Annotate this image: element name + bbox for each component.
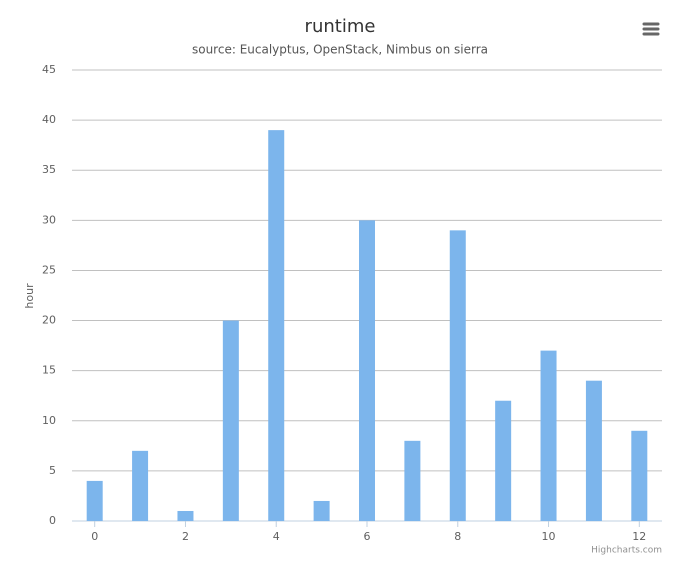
bar: [631, 430, 648, 521]
bar: [132, 450, 149, 521]
y-tick-label: 0: [49, 514, 56, 527]
chart-title: runtime: [305, 16, 376, 37]
bar: [540, 350, 557, 521]
y-tick-label: 40: [42, 113, 56, 126]
bar: [177, 510, 194, 521]
bar: [222, 320, 239, 521]
bar: [86, 480, 103, 521]
x-tick-label: 2: [182, 530, 189, 543]
bar: [449, 230, 466, 521]
y-tick-label: 15: [42, 364, 56, 377]
x-tick-label: 10: [542, 530, 556, 543]
bar: [268, 130, 285, 521]
bar: [313, 500, 330, 521]
y-tick-label: 35: [42, 163, 56, 176]
y-tick-label: 10: [42, 414, 56, 427]
bar: [495, 400, 512, 521]
menu-button[interactable]: [642, 22, 660, 36]
y-axis-label: hour: [23, 283, 36, 309]
bar: [585, 380, 602, 521]
credits: Highcharts.com: [591, 546, 662, 556]
bar: [404, 440, 421, 521]
x-tick-label: 12: [632, 530, 646, 543]
bar: [359, 220, 375, 522]
x-tick-label: 0: [91, 530, 98, 543]
x-tick-label: 8: [454, 530, 461, 543]
y-tick-label: 5: [49, 464, 56, 477]
x-tick-label: 6: [364, 530, 371, 543]
chart-subtitle: source: Eucalyptus, OpenStack, Nimbus on…: [192, 43, 488, 57]
y-tick-label: 20: [42, 314, 56, 327]
y-tick-label: 25: [42, 263, 56, 276]
y-tick-label: 45: [42, 63, 56, 76]
y-tick-label: 30: [42, 213, 56, 226]
x-tick-label: 4: [273, 530, 280, 543]
